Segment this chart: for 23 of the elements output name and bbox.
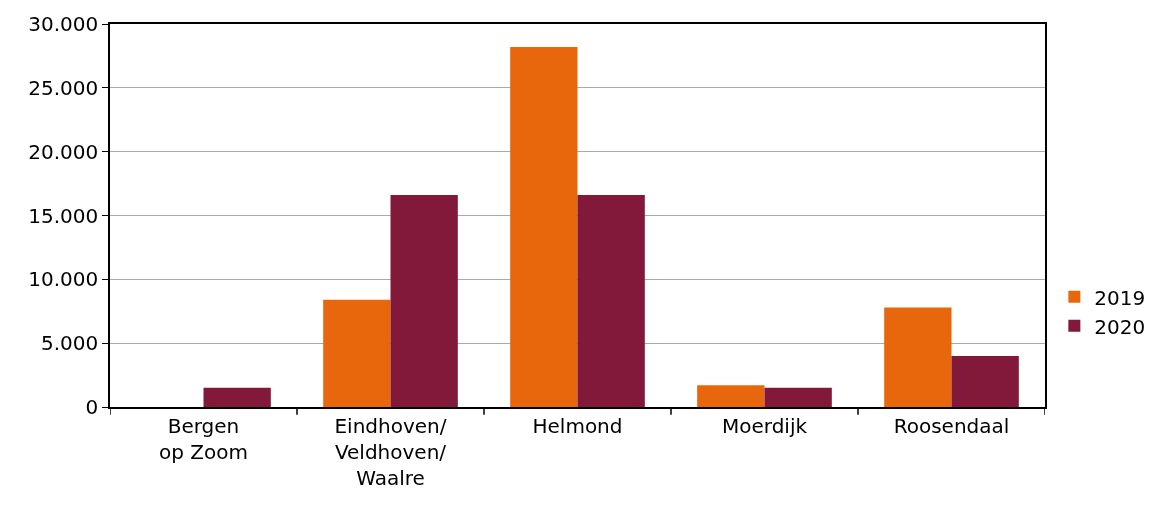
bar xyxy=(697,385,765,407)
bar xyxy=(577,195,645,407)
x-tick-label: Helmond xyxy=(532,413,623,438)
x-tick-label: Bergen op Zoom xyxy=(159,413,248,464)
bar xyxy=(203,387,271,407)
bar xyxy=(884,307,952,407)
legend-label: 2019 xyxy=(1094,285,1146,310)
y-tick-label: 25.000 xyxy=(28,75,99,100)
x-tick-label: Eindhoven/Veldhoven/Waalre xyxy=(334,413,447,490)
y-tick-label: 0 xyxy=(85,395,99,419)
bar xyxy=(390,195,458,407)
legend-label: 2020 xyxy=(1094,314,1146,339)
bar xyxy=(764,387,832,407)
y-tick-label: 10.000 xyxy=(28,267,99,292)
bar xyxy=(510,46,578,407)
y-tick-label: 30.000 xyxy=(28,12,99,36)
y-tick-label: 15.000 xyxy=(28,203,99,228)
y-tick-label: 5.000 xyxy=(40,331,99,356)
bar xyxy=(951,355,1019,407)
bar xyxy=(323,299,391,407)
x-tick-label: Moerdijk xyxy=(721,413,808,438)
y-tick-label: 20.000 xyxy=(28,139,99,164)
x-tick-label: Roosendaal xyxy=(893,413,1010,438)
